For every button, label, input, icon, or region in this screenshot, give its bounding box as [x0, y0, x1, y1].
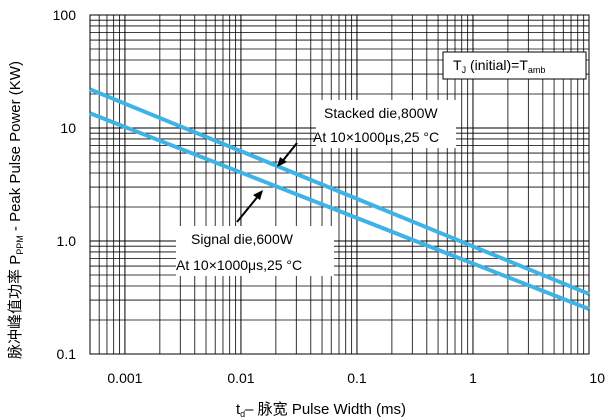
annotation-signal-line1: Signal die,600W [191, 231, 294, 247]
annotation-signal-line2: At 10×1000μs,25 °C [176, 257, 302, 273]
y-axis-title-sub: PPM [15, 235, 25, 255]
y-axis-title: 脉冲峰值功率 PPPM - Peak Pulse Power (KW) [7, 61, 25, 359]
y-axis-title-rest: - Peak Pulse Power (KW) [7, 61, 24, 235]
y-axis-title-main: 脉冲峰值功率 P [7, 255, 24, 359]
series-group [89, 87, 590, 311]
x-tick-label: 0.1 [347, 370, 367, 386]
y-tick-label: 100 [53, 7, 77, 23]
series-line-1 [89, 111, 590, 311]
x-axis-title-main: t [236, 401, 241, 418]
legend-t: T [453, 57, 462, 73]
svg-text:TJ (initial)=Tamb: TJ (initial)=Tamb [453, 57, 545, 75]
y-tick-label: 1.0 [57, 233, 77, 249]
y-tick-label: 0.1 [57, 346, 77, 362]
annotation-stacked-line2: At 10×1000μs,25 °C [313, 129, 439, 145]
condition-legend-box: TJ (initial)=Tamb [442, 51, 587, 80]
x-tick-label: 10 [589, 370, 605, 386]
annotation-signal-arrowhead [253, 190, 263, 200]
annotation-signal-die: Signal die,600W At 10×1000μs,25 °C [176, 190, 334, 276]
annotation-stacked-arrowhead [277, 157, 287, 167]
annotation-signal-arrow [236, 194, 260, 223]
x-tick-label: 1 [469, 370, 477, 386]
annotation-stacked-die: Stacked die,800W At 10×1000μs,25 °C [277, 100, 456, 167]
legend-amb-sub: amb [528, 65, 546, 75]
legend-t-sub: J [462, 65, 467, 75]
annotation-stacked-line1: Stacked die,800W [324, 105, 438, 121]
series-line-0 [89, 87, 590, 296]
x-axis-title-sub: d [240, 409, 245, 419]
x-tick-label: 0.001 [107, 370, 142, 386]
y-tick-label: 10 [60, 120, 76, 136]
x-axis-title: td– 脉宽 Pulse Width (ms) [236, 401, 406, 419]
plot-frame [89, 14, 590, 355]
x-tick-label: 0.01 [227, 370, 254, 386]
legend-middle: (initial)=T [466, 57, 528, 73]
x-axis-title-rest: – 脉宽 Pulse Width (ms) [245, 401, 406, 418]
tick-labels: 0.001 0.01 0.1 1 10 0.1 1.0 10 100 [53, 7, 606, 386]
